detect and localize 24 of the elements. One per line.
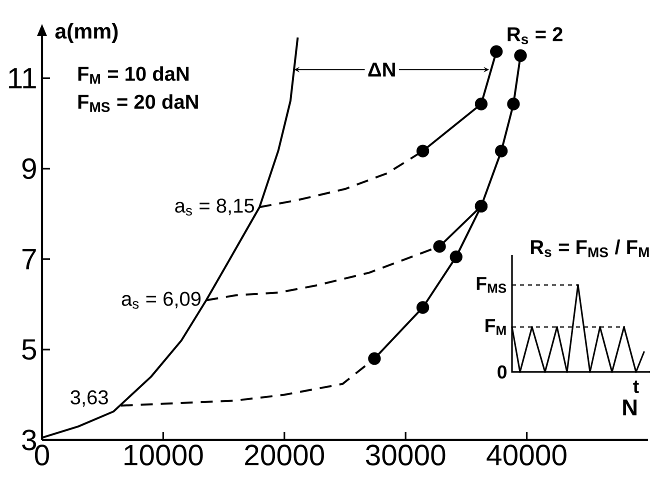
x-tick-label: 20000 <box>245 444 324 466</box>
annotation: F$_{MS}$ = 20 daN <box>78 94 198 112</box>
y-tick-label: 7 <box>22 249 36 270</box>
annotation: F$_{M}$ = 10 daN <box>78 66 189 84</box>
y-tick-label: 9 <box>22 158 36 180</box>
annotation: 3,63 <box>70 390 108 407</box>
annotation: R$_{s}$ = F$_{MS}$ / F$_{M}$ <box>530 239 649 258</box>
y-tick-label: 3 <box>22 430 36 450</box>
annotation: ΔN <box>368 62 395 77</box>
x-tick-label: 40000 <box>486 444 566 466</box>
annotation: R$_{s}$ = 2 <box>508 27 562 44</box>
y-tick-label: 5 <box>22 339 36 360</box>
x-axis-title: N <box>623 400 636 416</box>
x-tick-label: 0 <box>34 444 50 466</box>
annotation: F$_{MS}$ <box>476 277 506 293</box>
annotation: t <box>633 380 639 394</box>
x-tick-label: 30000 <box>366 444 446 466</box>
annotation: 0 <box>498 365 507 379</box>
y-axis-title: a(mm) <box>55 23 118 43</box>
annotation: F$_{M}$ <box>486 319 506 335</box>
x-tick-label: 10000 <box>124 444 203 466</box>
annotation: a$_{s}$ = 6,09 <box>122 292 201 309</box>
annotation: a$_{s}$ = 8,15 <box>175 198 254 216</box>
y-tick-label: 11 <box>9 68 36 88</box>
